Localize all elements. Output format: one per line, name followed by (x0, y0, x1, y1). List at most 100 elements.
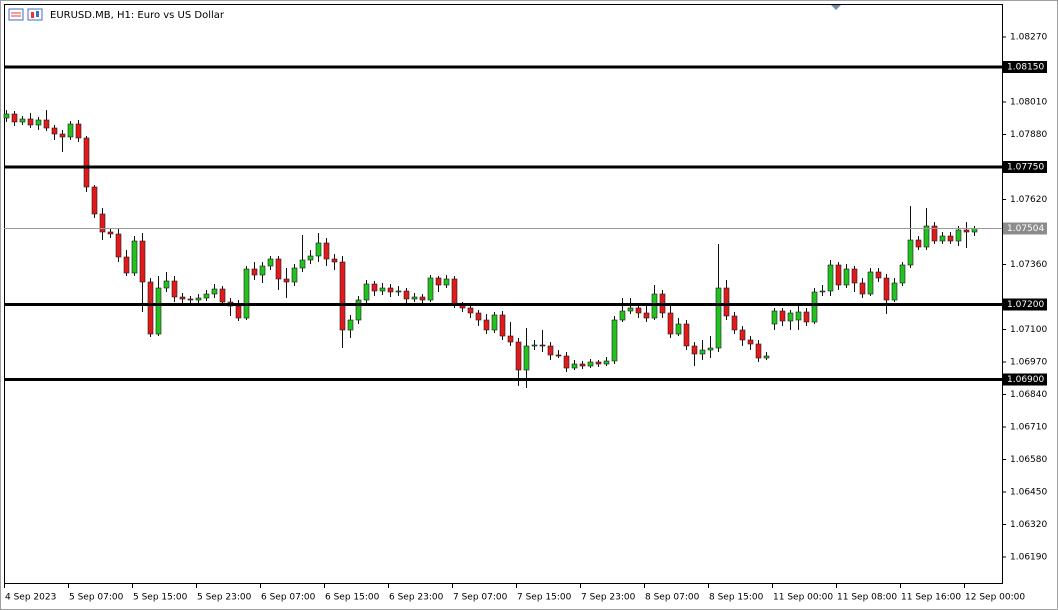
y-tick-label: 1.06190 (1010, 553, 1047, 563)
candle-body (187, 298, 194, 301)
candle-body (35, 119, 42, 126)
candle-body (531, 344, 538, 347)
candle-body (683, 323, 690, 347)
candle-body (499, 314, 506, 337)
candle-body (963, 229, 970, 233)
candle-body (851, 268, 858, 284)
icon-bar (31, 12, 34, 18)
y-tick-label: 1.06320 (1010, 520, 1047, 530)
candle-body (11, 113, 18, 123)
y-tick-label: 1.07620 (1010, 195, 1047, 205)
candle-body (819, 290, 826, 293)
candle-body (59, 133, 66, 138)
y-tick-label: 1.07100 (1010, 325, 1047, 335)
candle-body (307, 255, 314, 261)
candle-body (219, 288, 226, 303)
candle-body (811, 291, 818, 323)
y-tick-label: 1.06970 (1010, 358, 1047, 368)
y-tick-label: 1.06710 (1010, 423, 1047, 433)
candle-body (555, 354, 562, 357)
candle-body (251, 268, 258, 276)
candles (3, 110, 978, 388)
candle-body (331, 258, 338, 263)
candle-body (867, 271, 874, 295)
x-tick-label: 7 Sep 15:00 (517, 593, 572, 603)
candle-body (699, 349, 706, 355)
candle-body (835, 264, 842, 286)
candle-body (19, 118, 26, 123)
candle-body (99, 213, 106, 233)
candle-body (355, 299, 362, 321)
last-price-box (1003, 222, 1047, 235)
icon (8, 8, 24, 21)
candle-body (771, 310, 778, 325)
level-label: 1.07750 (1007, 163, 1044, 173)
candle-body (595, 361, 602, 365)
candle-body (147, 281, 154, 335)
candle-body (155, 287, 162, 335)
chart-title: EURUSD.MB, H1: Euro vs US Dollar (50, 10, 225, 21)
candle-body (403, 290, 410, 300)
candle-body (923, 225, 930, 248)
candle-body (731, 315, 738, 331)
candle-body (579, 363, 586, 367)
y-tick-label: 1.07880 (1010, 130, 1047, 140)
candle-body (315, 242, 322, 257)
level-box (1003, 61, 1047, 73)
candle-body (379, 287, 386, 292)
candle-body (387, 287, 394, 293)
candle-body (507, 335, 514, 343)
candle-body (51, 127, 58, 135)
candle-body (475, 312, 482, 321)
plot-border (4, 4, 1003, 584)
candle-body (691, 345, 698, 355)
level-box (1003, 373, 1047, 386)
x-tick-label: 11 Sep 08:00 (837, 593, 897, 603)
x-tick-label: 6 Sep 23:00 (389, 593, 444, 603)
candle-body (587, 361, 594, 367)
candle-body (419, 296, 426, 301)
candle-body (539, 344, 546, 347)
candle-body (667, 312, 674, 335)
candle-body (443, 278, 450, 286)
x-tick-label: 11 Sep 00:00 (773, 593, 833, 603)
icon-bar (36, 11, 39, 17)
icon (27, 8, 43, 21)
x-tick-label: 11 Sep 16:00 (901, 593, 961, 603)
candle-body (643, 312, 650, 319)
candle-body (891, 282, 898, 301)
y-tick-label: 1.08270 (1010, 33, 1047, 43)
x-tick-label: 8 Sep 07:00 (645, 593, 700, 603)
candle-body (363, 283, 370, 301)
candle-body (675, 323, 682, 335)
candle-body (875, 271, 882, 279)
candle-body (67, 123, 74, 138)
candle-body (435, 277, 442, 286)
candle-body (795, 311, 802, 321)
y-tick-label: 1.06580 (1010, 455, 1047, 465)
y-tick-label: 1.06840 (1010, 390, 1047, 400)
header-icons (8, 8, 43, 21)
level-box (1003, 298, 1047, 311)
candle-body (323, 242, 330, 260)
shift-marker (831, 5, 841, 10)
candle-body (267, 258, 274, 267)
y-tick-label: 1.07360 (1010, 260, 1047, 270)
x-tick-label: 7 Sep 07:00 (453, 593, 508, 603)
candle-body (627, 307, 634, 312)
candle-body (723, 287, 730, 317)
candle-body (291, 267, 298, 283)
candle-body (283, 278, 290, 283)
candle-body (931, 225, 938, 242)
candle-body (827, 264, 834, 292)
candle-body (619, 310, 626, 321)
candle-body (395, 290, 402, 293)
x-tick-label: 7 Sep 23:00 (581, 593, 636, 603)
candle-body (611, 319, 618, 362)
candle-body (491, 314, 498, 331)
candle-body (171, 280, 178, 298)
candle-body (123, 256, 130, 274)
candle-body (843, 268, 850, 286)
candle-body (787, 312, 794, 322)
candle-body (739, 329, 746, 341)
